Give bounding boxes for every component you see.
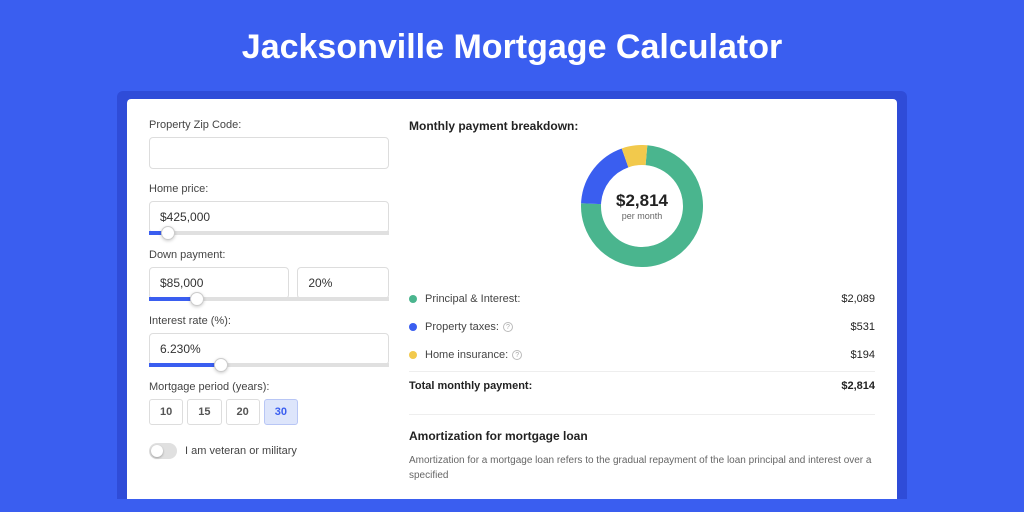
card-shadow: Property Zip Code: Home price: Down paym… [117,91,907,499]
down-payment-slider-thumb[interactable] [190,292,204,306]
legend-row-taxes: Property taxes: ? $531 [409,313,875,341]
interest-input[interactable] [149,333,389,365]
legend-row-insurance: Home insurance: ? $194 [409,341,875,369]
legend-label-insurance: Home insurance: ? [425,349,851,361]
legend-value-taxes: $531 [851,321,875,333]
legend-text-principal: Principal & Interest: [425,293,520,305]
breakdown-panel: Monthly payment breakdown: $2,814 per mo… [389,119,875,499]
legend-text-taxes: Property taxes: [425,321,499,333]
interest-label: Interest rate (%): [149,315,389,327]
donut-amount: $2,814 [616,191,668,211]
page-title: Jacksonville Mortgage Calculator [0,0,1024,91]
form-panel: Property Zip Code: Home price: Down paym… [149,119,389,499]
amortization-section: Amortization for mortgage loan Amortizat… [409,414,875,483]
donut-center: $2,814 per month [581,145,703,267]
legend-dot-principal [409,295,417,303]
period-btn-20[interactable]: 20 [226,399,260,425]
total-value: $2,814 [841,380,875,392]
info-icon[interactable]: ? [503,322,513,332]
home-price-field: Home price: [149,183,389,235]
down-payment-input[interactable] [149,267,289,299]
donut-sub: per month [622,211,663,221]
home-price-slider-thumb[interactable] [161,226,175,240]
period-field: Mortgage period (years): 10 15 20 30 [149,381,389,425]
total-label: Total monthly payment: [409,380,841,392]
legend-label-principal: Principal & Interest: [425,293,841,305]
veteran-label: I am veteran or military [185,445,297,457]
legend-value-principal: $2,089 [841,293,875,305]
down-payment-pct-input[interactable] [297,267,389,299]
period-btn-30[interactable]: 30 [264,399,298,425]
donut-chart: $2,814 per month [581,145,703,267]
total-row: Total monthly payment: $2,814 [409,371,875,400]
home-price-label: Home price: [149,183,389,195]
down-payment-field: Down payment: [149,249,389,301]
home-price-slider[interactable] [149,231,389,235]
interest-slider-thumb[interactable] [214,358,228,372]
calculator-card: Property Zip Code: Home price: Down paym… [127,99,897,499]
info-icon[interactable]: ? [512,350,522,360]
period-btn-15[interactable]: 15 [187,399,221,425]
zip-input[interactable] [149,137,389,169]
period-btn-10[interactable]: 10 [149,399,183,425]
interest-slider[interactable] [149,363,389,367]
breakdown-title: Monthly payment breakdown: [409,119,875,133]
veteran-toggle-row: I am veteran or military [149,443,389,459]
zip-field: Property Zip Code: [149,119,389,169]
veteran-toggle[interactable] [149,443,177,459]
amortization-text: Amortization for a mortgage loan refers … [409,453,875,483]
period-button-group: 10 15 20 30 [149,399,389,425]
legend-dot-taxes [409,323,417,331]
veteran-toggle-knob [151,445,163,457]
legend-row-principal: Principal & Interest: $2,089 [409,285,875,313]
donut-wrap: $2,814 per month [409,145,875,267]
amortization-title: Amortization for mortgage loan [409,429,875,443]
interest-slider-fill [149,363,221,367]
legend-text-insurance: Home insurance: [425,349,508,361]
legend-value-insurance: $194 [851,349,875,361]
down-payment-label: Down payment: [149,249,389,261]
legend-dot-insurance [409,351,417,359]
zip-label: Property Zip Code: [149,119,389,131]
interest-field: Interest rate (%): [149,315,389,367]
home-price-input[interactable] [149,201,389,233]
down-payment-slider[interactable] [149,297,389,301]
legend-label-taxes: Property taxes: ? [425,321,851,333]
period-label: Mortgage period (years): [149,381,389,393]
